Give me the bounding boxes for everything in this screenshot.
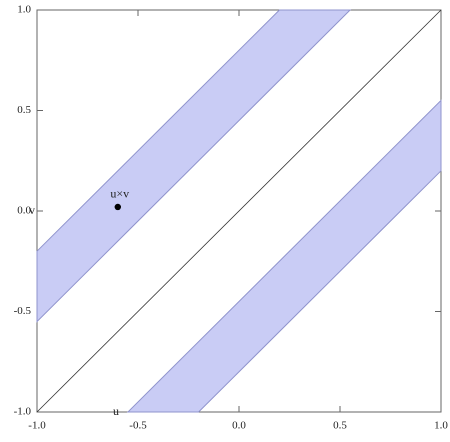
x-tick-label: 0.5 <box>333 420 347 432</box>
annotation: v <box>29 203 35 217</box>
region <box>36 9 352 323</box>
y-tick-label: -0.5 <box>14 305 32 317</box>
y-tick-label: 1.0 <box>17 4 31 16</box>
y-tick-label: -1.0 <box>14 406 32 418</box>
y-tick-label: 0.0 <box>17 205 31 217</box>
x-tick-label: -1.0 <box>28 420 46 432</box>
x-tick-label: 0.0 <box>232 420 246 432</box>
annotation: u <box>113 404 119 418</box>
y-tick-label: 0.5 <box>17 104 31 116</box>
x-tick-label: 1.0 <box>434 420 448 432</box>
point-label: u×v <box>110 187 129 201</box>
line <box>36 9 442 413</box>
point <box>114 203 122 211</box>
region <box>126 99 442 413</box>
x-tick-label: -0.5 <box>129 420 147 432</box>
